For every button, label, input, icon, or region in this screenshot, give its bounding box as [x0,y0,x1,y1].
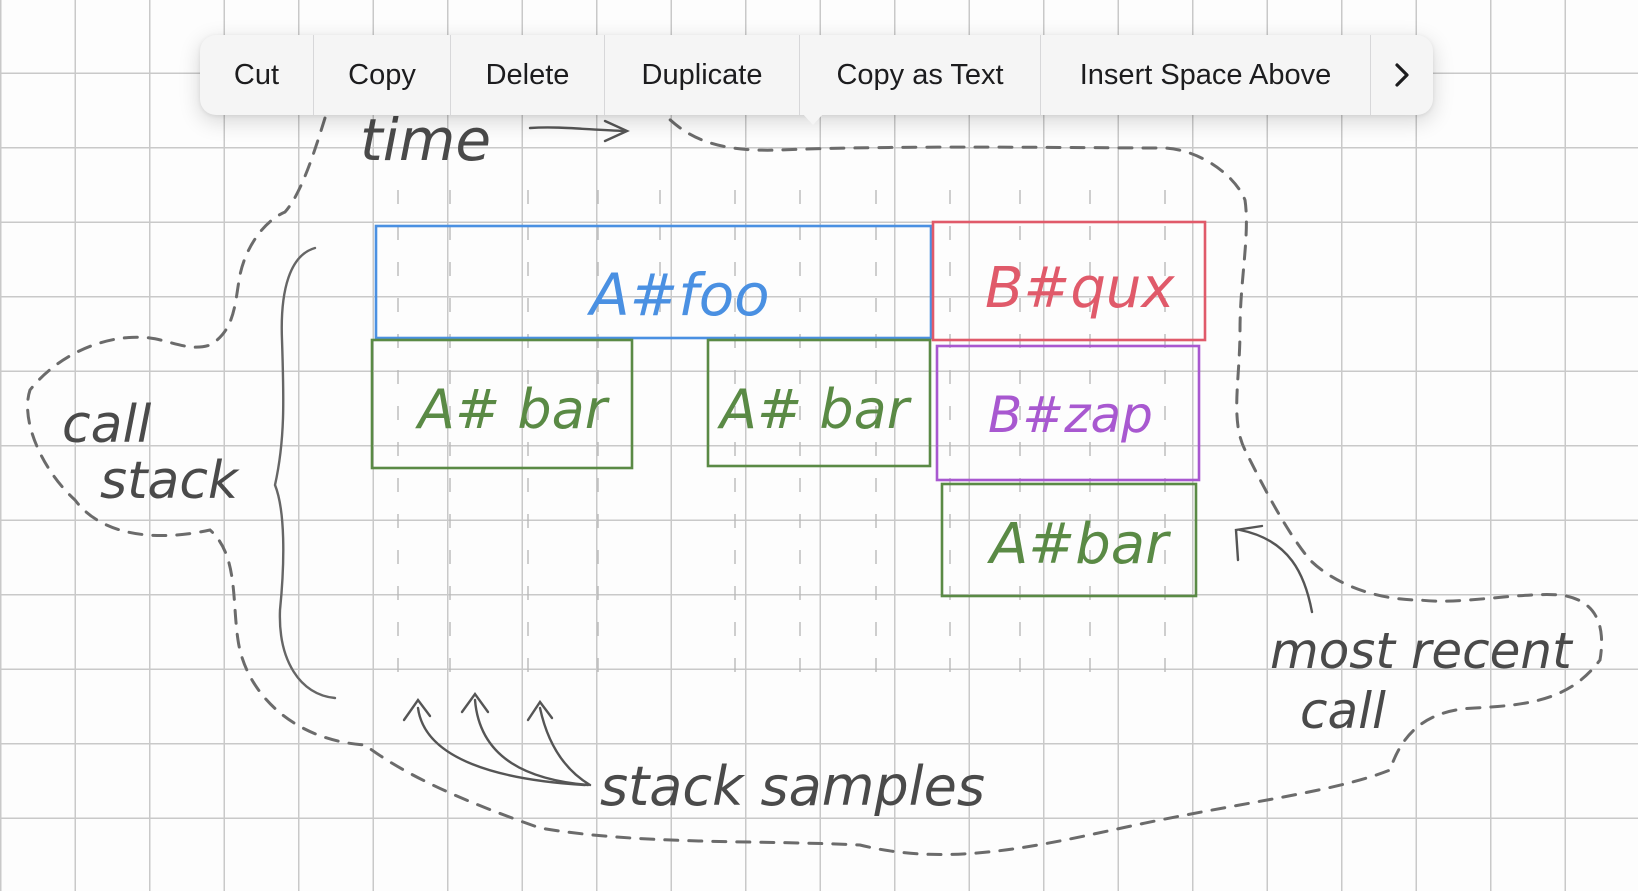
menu-item-copy[interactable]: Copy [314,35,451,115]
edit-context-menu: Cut Copy Delete Duplicate Copy as Text I… [200,35,1433,115]
svg-text:B#zap: B#zap [988,386,1153,444]
svg-text:A# bar: A# bar [415,378,610,441]
call-label: call [62,395,152,455]
frame-a-bar-1[interactable]: A# bar [370,338,634,470]
sample-tick-marks [397,190,1166,680]
frame-b-qux[interactable]: B#qux [931,220,1207,342]
stack-samples-arrows-icon [402,691,592,787]
menu-item-insert-space-above[interactable]: Insert Space Above [1041,35,1371,115]
frame-b-zap[interactable]: B#zap [935,344,1201,482]
menu-item-duplicate[interactable]: Duplicate [605,35,800,115]
most-recent-arrow-icon [1234,524,1314,614]
frame-a-foo[interactable]: A#foo [374,224,933,340]
svg-text:A#bar: A#bar [987,512,1171,577]
stack-samples-label: stack samples [600,755,985,818]
menu-item-delete[interactable]: Delete [451,35,605,115]
svg-text:A# bar: A# bar [717,378,912,441]
frame-a-bar-3[interactable]: A#bar [940,482,1198,598]
call-stack-brace-icon [273,246,337,700]
menu-item-copy-as-text[interactable]: Copy as Text [800,35,1041,115]
frame-a-bar-2[interactable]: A# bar [706,338,932,468]
svg-text:B#qux: B#qux [985,256,1175,321]
call-label-2: call [1300,682,1386,740]
time-label: time [360,106,491,174]
stack-label: stack [100,451,240,511]
chevron-right-icon [1395,63,1409,87]
most-recent-label: most recent [1270,622,1574,680]
lasso-selection-outline [26,113,1604,856]
svg-text:A#foo: A#foo [586,261,770,329]
menu-more-button[interactable] [1371,35,1433,115]
menu-pointer [802,113,824,125]
time-arrow-icon [528,119,630,143]
menu-item-cut[interactable]: Cut [200,35,314,115]
